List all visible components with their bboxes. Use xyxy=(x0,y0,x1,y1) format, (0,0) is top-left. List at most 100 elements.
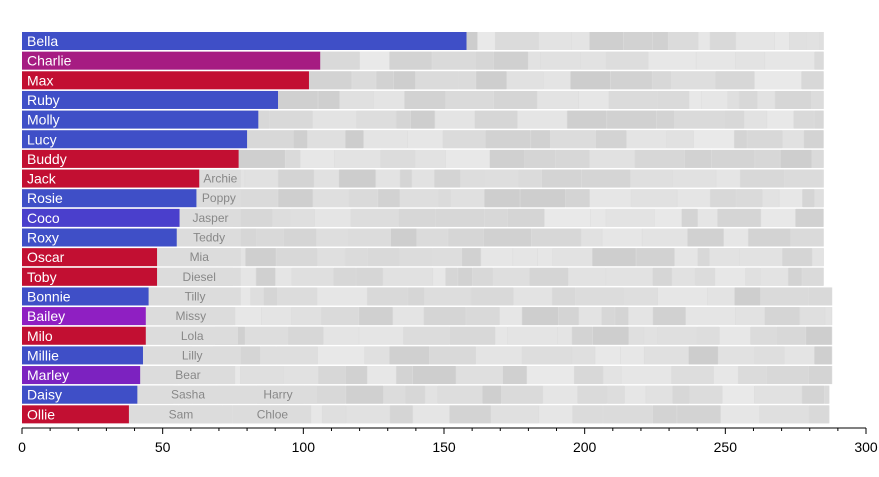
background-segment xyxy=(376,169,400,188)
background-segment xyxy=(316,228,349,247)
background-segment xyxy=(581,228,602,247)
background-segment xyxy=(247,130,293,149)
background-segment xyxy=(671,366,714,385)
background-segment xyxy=(494,90,537,109)
background-segment xyxy=(644,326,658,345)
background-segment xyxy=(734,130,747,149)
background-segment xyxy=(652,32,668,50)
background-segment xyxy=(477,32,495,50)
background-segment xyxy=(245,248,276,267)
background-segment xyxy=(495,32,539,50)
background-segment xyxy=(806,326,832,345)
background-segment xyxy=(765,51,815,70)
background-segment xyxy=(233,307,262,326)
background-segment xyxy=(432,248,462,267)
background-name-segment xyxy=(142,346,241,365)
background-segment xyxy=(318,90,340,109)
background-segment xyxy=(393,71,416,90)
background-segment xyxy=(715,71,755,90)
background-segment xyxy=(774,32,790,50)
background-name-segment xyxy=(148,287,241,306)
background-segment xyxy=(819,32,824,50)
background-segment xyxy=(615,307,629,326)
background-segment xyxy=(278,189,313,208)
background-segment xyxy=(483,228,532,247)
background-segment xyxy=(707,287,735,306)
background-name-segment xyxy=(199,169,241,188)
bar xyxy=(22,326,146,345)
background-segment xyxy=(760,287,809,306)
background-segment xyxy=(435,208,484,227)
background-segment xyxy=(698,248,710,267)
background-segment xyxy=(657,90,689,109)
background-segment xyxy=(403,326,450,345)
background-segment xyxy=(736,189,763,208)
background-segment xyxy=(592,248,636,267)
background-segment xyxy=(626,130,667,149)
background-segment xyxy=(642,228,688,247)
background-segment xyxy=(238,149,285,168)
background-segment xyxy=(417,228,448,247)
background-segment xyxy=(367,248,400,267)
background-name-label: Sam xyxy=(169,407,194,421)
background-segment xyxy=(501,385,543,404)
background-name-label: Sasha xyxy=(171,388,205,402)
x-tick-label: 50 xyxy=(155,439,171,455)
background-segment xyxy=(445,267,458,286)
background-segment xyxy=(410,110,435,129)
background-segment xyxy=(449,326,495,345)
bar-label: Molly xyxy=(27,112,60,128)
bar-label: Bonnie xyxy=(27,288,71,304)
background-segment xyxy=(709,248,740,267)
background-segment xyxy=(688,346,718,365)
background-segment xyxy=(300,149,335,168)
background-segment xyxy=(408,287,425,306)
background-segment xyxy=(602,228,642,247)
background-segment xyxy=(718,346,755,365)
background-segment xyxy=(624,385,646,404)
background-segment xyxy=(424,307,466,326)
background-segment xyxy=(314,208,351,227)
background-segment xyxy=(572,326,593,345)
background-segment xyxy=(540,51,581,70)
background-segment xyxy=(359,326,404,345)
x-tick-label: 100 xyxy=(292,439,316,455)
background-segment xyxy=(779,189,803,208)
background-segment xyxy=(601,307,615,326)
background-segment xyxy=(672,385,690,404)
background-segment xyxy=(462,248,481,267)
background-segment xyxy=(740,169,785,188)
background-segment xyxy=(278,169,314,188)
background-name-segment xyxy=(137,385,239,404)
background-segment xyxy=(738,366,767,385)
bar-label: Coco xyxy=(27,210,60,226)
background-segment xyxy=(290,208,315,227)
background-segment xyxy=(396,366,413,385)
background-segment xyxy=(320,51,360,70)
background-segment xyxy=(801,71,824,90)
bar xyxy=(22,110,259,129)
background-name-segment xyxy=(145,307,236,326)
background-segment xyxy=(458,267,472,286)
background-segment xyxy=(495,326,508,345)
background-segment xyxy=(572,346,595,365)
background-segment xyxy=(814,110,824,129)
bar xyxy=(22,71,309,90)
background-segment xyxy=(412,366,456,385)
background-segment xyxy=(788,267,802,286)
bar-label: Ollie xyxy=(27,406,55,422)
background-segment xyxy=(736,32,775,50)
background-name-label: Mia xyxy=(190,250,210,264)
background-segment xyxy=(802,385,824,404)
background-segment xyxy=(689,385,722,404)
background-segment xyxy=(396,110,411,129)
background-segment xyxy=(710,189,736,208)
background-segment xyxy=(318,366,346,385)
bar-label: Buddy xyxy=(27,151,67,167)
background-segment xyxy=(527,366,574,385)
background-name-label: Archie xyxy=(203,172,237,186)
background-segment xyxy=(739,248,782,267)
background-segment xyxy=(558,307,579,326)
